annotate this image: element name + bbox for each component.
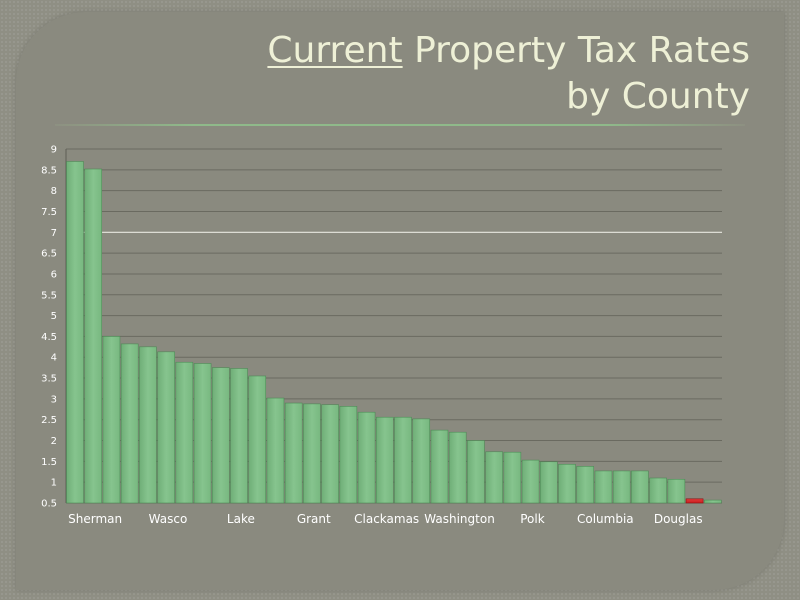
x-category-label: Douglas	[654, 512, 703, 526]
bar	[120, 343, 139, 504]
title-line2: by County	[566, 76, 750, 117]
bar	[430, 429, 449, 504]
y-tick-label: 2.5	[41, 415, 57, 426]
bar	[266, 397, 285, 504]
bar	[612, 470, 631, 504]
title-divider	[55, 124, 745, 126]
bar	[139, 346, 157, 504]
bar	[357, 411, 376, 504]
x-category-label: Clackamas	[354, 512, 419, 526]
x-category-label: Sherman	[68, 512, 122, 526]
bar	[667, 478, 686, 504]
bar	[703, 499, 722, 504]
bar	[375, 416, 394, 504]
bar	[339, 406, 358, 504]
bar	[448, 431, 467, 504]
bar	[211, 367, 230, 504]
bar	[321, 404, 339, 504]
y-tick-label: 4	[51, 353, 57, 364]
y-tick-label: 8	[51, 186, 57, 197]
y-tick-label: 9	[51, 145, 57, 156]
bar	[193, 363, 212, 504]
x-category-label: Polk	[520, 512, 544, 526]
title-line1-rest: Property Tax Rates	[402, 30, 750, 71]
y-tick-label: 4.5	[41, 332, 57, 343]
bar	[230, 368, 248, 504]
y-tick-label: 8.5	[41, 165, 57, 176]
bar	[594, 470, 613, 504]
bar	[539, 461, 558, 504]
bar	[685, 498, 704, 504]
y-tick-label: 5.5	[41, 290, 57, 301]
x-category-label: Washington	[424, 512, 495, 526]
y-tick-label: 6.5	[41, 249, 57, 260]
bar	[558, 463, 576, 504]
y-tick-label: 3.5	[41, 374, 57, 385]
x-category-label: Lake	[227, 512, 255, 526]
bar	[467, 440, 485, 504]
bar	[394, 416, 412, 504]
y-tick-label: 7	[51, 228, 57, 239]
y-tick-label: 2	[51, 436, 57, 447]
bar	[412, 418, 431, 504]
bar	[284, 402, 303, 504]
bar	[175, 361, 194, 504]
x-category-label: Columbia	[577, 512, 634, 526]
y-tick-label: 3	[51, 394, 57, 405]
bar	[631, 470, 649, 504]
bar	[84, 168, 103, 504]
bar	[248, 375, 267, 504]
bar	[503, 451, 522, 504]
x-category-label: Grant	[297, 512, 331, 526]
bar	[303, 403, 321, 504]
bar	[576, 466, 595, 504]
bar	[66, 161, 84, 504]
x-category-label: Wasco	[149, 512, 188, 526]
bar	[102, 336, 121, 504]
slide-title: Current Property Tax Rates by County	[150, 28, 750, 120]
y-tick-label: 7.5	[41, 207, 57, 218]
y-tick-label: 5	[51, 311, 57, 322]
y-tick-label: 0.5	[41, 499, 57, 510]
y-tick-label: 1	[51, 478, 57, 489]
y-tick-label: 6	[51, 269, 57, 280]
y-tick-label: 1.5	[41, 457, 57, 468]
title-underlined-word: Current	[267, 30, 403, 71]
bar	[485, 451, 503, 504]
bar	[521, 459, 540, 504]
bar	[157, 351, 175, 504]
bar	[649, 477, 667, 504]
